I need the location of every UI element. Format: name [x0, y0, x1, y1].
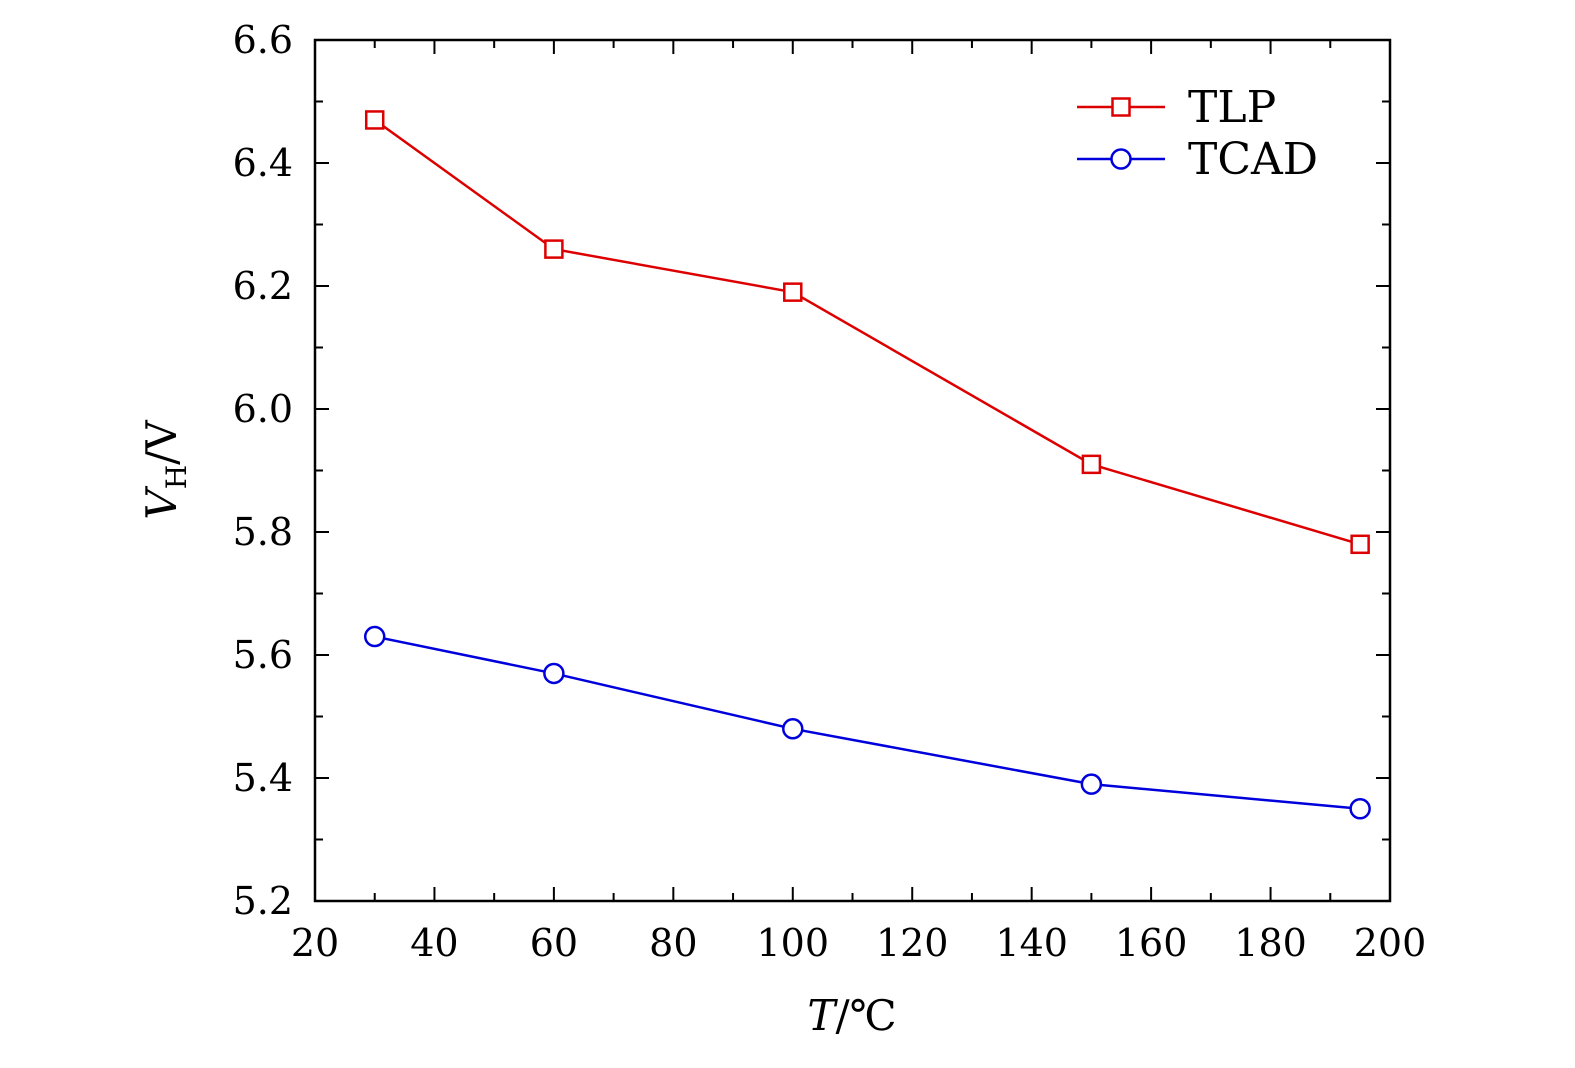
series-tlp-point	[1350, 534, 1370, 555]
series-tlp-point	[1081, 454, 1102, 475]
series-tlp-point	[783, 282, 803, 302]
series-tcad	[363, 625, 1371, 820]
series-layer	[363, 110, 1371, 820]
y-tick-label: 5.6	[233, 633, 293, 677]
plot-frame	[313, 38, 1392, 903]
x-tick-label: 60	[530, 921, 578, 965]
series-tcad-line	[374, 635, 1361, 810]
y-tick-label: 5.4	[233, 756, 293, 800]
legend-tcad-marker	[1110, 148, 1132, 170]
x-tick-label: 120	[876, 921, 949, 965]
y-tick-label: 5.8	[233, 510, 293, 554]
legend-tlp-marker	[1111, 97, 1131, 117]
y-axis-label-variable: V	[137, 486, 186, 520]
x-axis-label-variable: T	[807, 991, 838, 1040]
series-tcad-point	[363, 625, 386, 648]
y-axis-label-subscript: H	[160, 465, 193, 489]
x-tick-label: 180	[1234, 921, 1307, 965]
y-tick-label: 6.4	[233, 141, 293, 185]
legend-entry-tcad: TCAD	[1077, 134, 1318, 185]
y-tick-label: 5.2	[233, 879, 293, 923]
series-tcad-point	[782, 718, 804, 740]
x-tick-label: 80	[649, 921, 697, 965]
x-tick-label: 40	[410, 921, 458, 965]
y-axis-label: VH/V	[137, 420, 193, 520]
x-tick-label: 200	[1354, 921, 1427, 965]
x-axis-label: T/℃	[807, 991, 896, 1040]
x-tick-label: 160	[1115, 921, 1188, 965]
series-tcad-point	[1080, 773, 1103, 795]
y-tick-label: 6.6	[233, 18, 293, 62]
x-tick-label: 140	[995, 921, 1068, 965]
y-tick-label: 6.0	[233, 387, 293, 431]
legend-tcad-label: TCAD	[1188, 134, 1318, 185]
x-tick-label: 20	[291, 921, 339, 965]
legend-entry-tlp: TLP	[1077, 82, 1276, 133]
x-tick-label: 100	[757, 921, 830, 965]
series-tcad-point	[543, 662, 565, 685]
series-tcad-point	[1349, 798, 1371, 820]
legend-tlp-label: TLP	[1188, 82, 1276, 133]
series-tlp	[364, 110, 1370, 555]
series-tlp-point	[544, 239, 564, 259]
y-axis-label-unit: /V	[137, 420, 186, 465]
x-axis-label-unit: /℃	[835, 991, 896, 1040]
y-tick-label: 6.2	[233, 264, 293, 308]
axis-ticks: 20 40 60 80 100 120 140 160 180 200 5.2 5.4 5.6 5.8 6.…	[233, 18, 1427, 965]
series-tlp-point	[364, 110, 385, 130]
